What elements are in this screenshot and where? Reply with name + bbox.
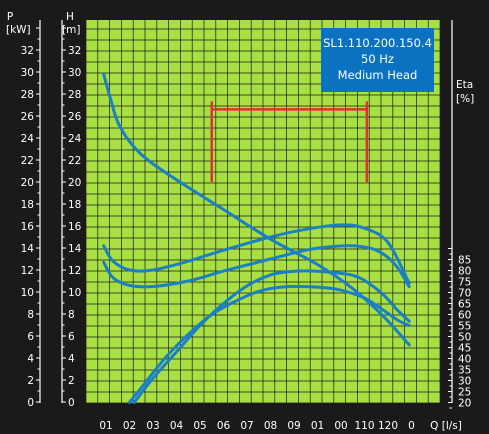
p-axis-unit: [kW] (6, 24, 31, 36)
x-axis-tick-label: 01 (311, 420, 324, 432)
x-axis-tick-label: 08 (264, 420, 277, 432)
eta-axis-tick-label: 40 (458, 354, 471, 366)
p-axis-tick-label: 28 (21, 89, 34, 101)
eta-axis-tick-label: 65 (458, 299, 471, 311)
x-axis-tick-label: 0 (408, 420, 415, 432)
p-axis-tick-label: 4 (27, 353, 34, 365)
h-axis-tick-label: 28 (68, 89, 81, 101)
curve-eta-max (132, 269, 411, 404)
eta-axis-tick-label: 20 (458, 398, 471, 410)
curve-power-max (102, 223, 411, 285)
p-axis-tick-label: 18 (21, 199, 34, 211)
eta-axis-tick-label: 25 (458, 387, 471, 399)
h-axis-tick-label: 10 (68, 287, 81, 299)
eta-axis-tick-label: 60 (458, 310, 471, 322)
p-axis-tick-label: 2 (27, 375, 34, 387)
h-axis-tick-label: 4 (68, 353, 75, 365)
h-axis-tick-label: 30 (68, 67, 81, 79)
h-axis-tick-label: 12 (68, 265, 81, 277)
h-axis-tick-label: 14 (68, 243, 82, 255)
h-axis-unit: [m] (62, 24, 80, 36)
curve-power-min (102, 244, 411, 289)
h-axis-tick-label: 22 (68, 155, 81, 167)
eta-axis-tick-label: 45 (458, 343, 471, 355)
p-axis-tick-label: 30 (21, 67, 34, 79)
x-axis-tick-label: 09 (287, 420, 300, 432)
p-axis-tick-label: 22 (21, 155, 34, 167)
curves (102, 72, 411, 404)
x-axis-tick-label: 00 (334, 420, 347, 432)
eta-axis-tick-label: 75 (458, 277, 471, 289)
x-axis-tick-label: 07 (240, 420, 253, 432)
h-axis-tick-label: 26 (68, 111, 82, 123)
x-axis-tick-label: 01 (99, 420, 112, 432)
eta-axis-tick-label: 30 (458, 376, 471, 388)
h-axis-tick-label: 20 (68, 177, 81, 189)
x-axis-tick-label: 03 (146, 420, 159, 432)
x-axis-tick-label: 02 (123, 420, 136, 432)
x-axis-title: Q [l/s] (430, 420, 462, 432)
pump-head-class: Medium Head (337, 68, 418, 82)
eta-axis-unit: [%] (456, 93, 474, 105)
p-axis-tick-label: 14 (21, 243, 35, 255)
curve-eta-min (128, 284, 411, 404)
h-axis-tick-label: 6 (68, 331, 75, 343)
x-axis-tick-label: 06 (217, 420, 231, 432)
h-axis-tick-label: 8 (68, 309, 75, 321)
pump-model: SL1.110.200.150.4 (323, 36, 432, 50)
p-axis-tick-label: 32 (21, 45, 34, 57)
x-axis-tick-label: 120 (378, 420, 398, 432)
grid-lines (85, 20, 441, 404)
pump-info-box: SL1.110.200.150.4 50 Hz Medium Head (321, 28, 434, 92)
h-axis-tick-label: 32 (68, 45, 81, 57)
p-axis-tick-label: 0 (27, 397, 34, 409)
eta-axis-tick-label: 70 (458, 288, 471, 300)
p-axis-tick-label: 12 (21, 265, 34, 277)
h-axis-title: H (66, 11, 74, 23)
p-axis-tick-label: 6 (27, 331, 34, 343)
eta-axis-tick-label: 35 (458, 365, 471, 377)
p-axis-tick-label: 24 (21, 133, 35, 145)
eta-axis-tick-label: 50 (458, 332, 471, 344)
h-axis-tick-label: 16 (68, 221, 82, 233)
h-axis-tick-label: 24 (68, 133, 82, 145)
x-axis-tick-label: 110 (354, 420, 374, 432)
p-axis-tick-label: 10 (21, 287, 34, 299)
pump-frequency: 50 Hz (361, 52, 394, 66)
p-axis-tick-label: 20 (21, 177, 34, 189)
h-axis-tick-label: 18 (68, 199, 81, 211)
x-axis-tick-label: 05 (193, 420, 206, 432)
p-axis-tick-label: 16 (21, 221, 35, 233)
axes (36, 20, 453, 409)
operating-range (210, 101, 369, 182)
eta-axis-tick-label: 80 (458, 266, 471, 278)
p-axis-tick-label: 26 (21, 111, 35, 123)
p-axis-title: P (7, 11, 13, 23)
x-axis-tick-label: 04 (170, 420, 184, 432)
p-axis-tick-label: 8 (27, 309, 34, 321)
eta-axis-tick-label: 55 (458, 321, 471, 333)
eta-axis-title: Eta (456, 79, 473, 91)
eta-axis-tick-label: 85 (458, 255, 471, 267)
h-axis-tick-label: 0 (68, 397, 75, 409)
axis-labels: 0246810121416182022242628303202468101214… (6, 11, 474, 432)
h-axis-tick-label: 2 (68, 375, 75, 387)
